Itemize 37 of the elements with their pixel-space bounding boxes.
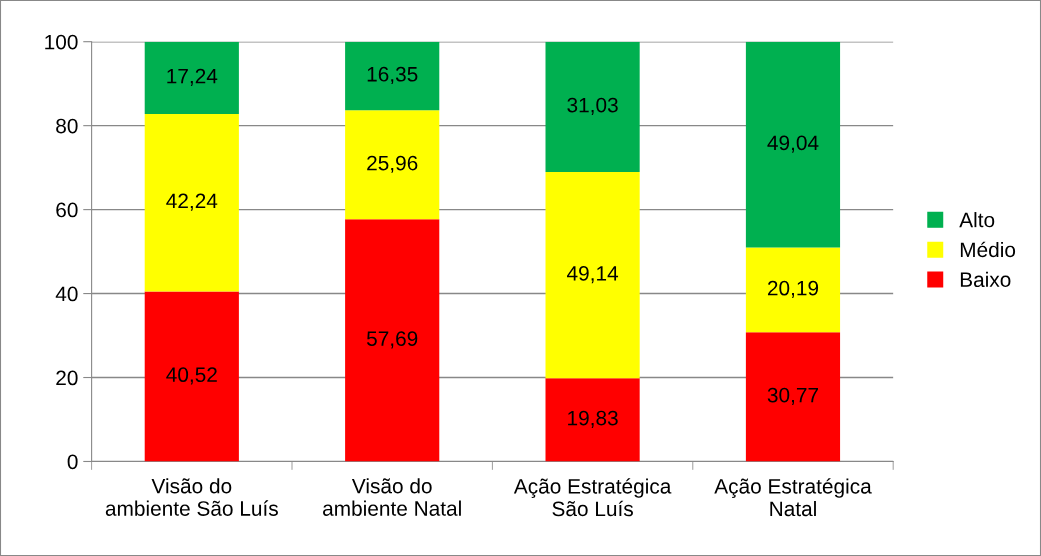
data-label: 40,52 [166, 367, 217, 385]
y-tick-label: 40 [55, 286, 78, 302]
data-label: 31,03 [567, 97, 618, 115]
bar [545, 41, 640, 172]
data-label: 57,69 [366, 331, 418, 349]
bar [144, 291, 239, 462]
data-label: 25,96 [367, 155, 418, 173]
bar [545, 171, 640, 379]
data-label: 49,04 [767, 135, 819, 153]
bar [144, 114, 239, 292]
data-label: 17,24 [167, 68, 218, 86]
y-tick-label: 0 [67, 454, 78, 470]
bar [345, 41, 440, 111]
y-tick-label: 80 [56, 118, 78, 134]
x-tick-label: Visão do ambiente São Luís [105, 478, 278, 516]
data-label: 20,19 [767, 280, 819, 298]
data-label: 30,77 [767, 387, 819, 405]
bar [745, 41, 841, 248]
y-tick-label: 60 [56, 202, 78, 218]
data-label: 19,83 [568, 410, 618, 428]
bar [144, 41, 239, 115]
data-label: 42,24 [166, 193, 218, 211]
bar [745, 247, 841, 333]
legend-label: Alto [959, 212, 995, 228]
bar [745, 332, 841, 462]
legend-label: Médio [960, 241, 1016, 258]
y-tick-label: 100 [45, 34, 78, 50]
bar [545, 378, 640, 462]
x-tick-label: Visão do ambiente Natal [323, 478, 461, 516]
y-tick-label: 20 [56, 370, 78, 386]
data-label: 49,14 [567, 265, 619, 284]
x-tick-label: Ação Estratégica Natal [714, 478, 872, 517]
x-tick-label: Ação Estratégica São Luís [513, 478, 672, 517]
bar [345, 110, 440, 220]
data-label: 16,35 [367, 66, 418, 85]
legend-label: Baixo [960, 271, 1011, 288]
bar [345, 219, 440, 462]
